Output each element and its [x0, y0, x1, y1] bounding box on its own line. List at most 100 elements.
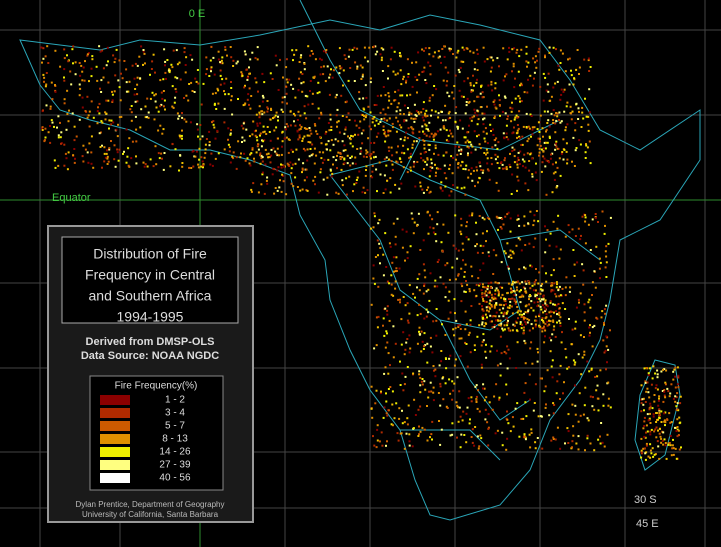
- fire-pixel: [450, 132, 453, 135]
- fire-pixel: [601, 210, 604, 213]
- fire-pixel: [540, 284, 543, 287]
- fire-pixel: [66, 89, 69, 92]
- fire-pixel: [406, 417, 409, 420]
- fire-pixel: [229, 161, 232, 164]
- fire-pixel: [369, 154, 372, 157]
- fire-pixel: [486, 105, 488, 108]
- fire-pixel: [529, 287, 532, 290]
- fire-pixel: [469, 418, 471, 421]
- fire-pixel: [531, 133, 534, 136]
- fire-pixel: [217, 58, 220, 61]
- fire-pixel: [303, 112, 306, 115]
- fire-pixel: [383, 158, 386, 161]
- fire-pixel: [570, 69, 572, 72]
- fire-pixel: [498, 308, 501, 311]
- fire-pixel: [299, 128, 302, 130]
- fire-pixel: [288, 165, 291, 167]
- fire-pixel: [475, 401, 478, 403]
- fire-pixel: [352, 135, 354, 138]
- fire-pixel: [515, 114, 518, 117]
- fire-pixel: [536, 360, 539, 363]
- fire-pixel: [71, 48, 74, 51]
- fire-pixel: [106, 163, 109, 165]
- fire-pixel: [557, 147, 560, 150]
- fire-pixel: [584, 386, 587, 389]
- fire-pixel: [487, 444, 490, 447]
- fire-pixel: [527, 222, 530, 225]
- fire-pixel: [438, 55, 441, 58]
- fire-pixel: [530, 115, 533, 117]
- fire-pixel: [266, 182, 269, 185]
- fire-pixel: [559, 248, 562, 251]
- fire-pixel: [361, 191, 364, 194]
- fire-pixel: [515, 301, 518, 304]
- fire-pixel: [329, 168, 332, 171]
- fire-pixel: [486, 168, 489, 171]
- fire-pixel: [543, 110, 546, 113]
- fire-pixel: [351, 145, 354, 148]
- fire-pixel: [537, 137, 540, 140]
- fire-pixel: [407, 73, 410, 75]
- fire-pixel: [591, 218, 594, 221]
- fire-pixel: [649, 433, 652, 436]
- fire-pixel: [574, 320, 577, 323]
- fire-pixel: [506, 118, 509, 120]
- fire-pixel: [44, 136, 47, 139]
- fire-pixel: [429, 336, 432, 339]
- fire-pixel: [655, 421, 658, 423]
- fire-pixel: [100, 79, 103, 82]
- fire-pixel: [476, 435, 479, 438]
- fire-pixel: [393, 417, 396, 420]
- fire-pixel: [642, 397, 645, 400]
- fire-pixel: [587, 129, 590, 132]
- fire-pixel: [563, 381, 565, 384]
- fire-pixel: [517, 317, 519, 320]
- fire-pixel: [444, 382, 447, 385]
- fire-pixel: [448, 110, 451, 113]
- fire-pixel: [219, 61, 222, 64]
- fire-pixel: [487, 305, 490, 308]
- fire-pixel: [496, 429, 499, 432]
- fire-pixel: [542, 155, 545, 158]
- fire-pixel: [372, 435, 374, 438]
- fire-pixel: [437, 167, 440, 170]
- fire-pixel: [519, 100, 521, 103]
- fire-pixel: [481, 305, 483, 308]
- fire-pixel: [539, 300, 542, 303]
- fire-pixel: [467, 169, 470, 172]
- fire-pixel: [335, 93, 338, 96]
- fire-pixel: [453, 364, 456, 367]
- fire-pixel: [520, 48, 523, 51]
- fire-pixel: [530, 306, 533, 309]
- fire-pixel: [174, 88, 177, 91]
- fire-pixel: [486, 142, 489, 145]
- fire-pixel: [654, 387, 657, 390]
- fire-pixel: [217, 89, 220, 92]
- fire-pixel: [339, 156, 342, 159]
- fire-pixel: [469, 82, 472, 85]
- fire-pixel: [348, 48, 351, 51]
- fire-pixel: [272, 117, 274, 120]
- fire-pixel: [437, 56, 440, 59]
- fire-pixel: [515, 286, 518, 289]
- fire-pixel: [444, 334, 447, 336]
- fire-pixel: [181, 162, 184, 164]
- fire-pixel: [654, 372, 657, 375]
- fire-pixel: [391, 390, 394, 393]
- fire-pixel: [589, 395, 592, 398]
- fire-pixel: [510, 283, 513, 286]
- fire-pixel: [415, 140, 418, 143]
- fire-pixel: [677, 386, 680, 389]
- fire-pixel: [665, 369, 668, 372]
- fire-pixel: [457, 420, 460, 423]
- fire-pixel: [226, 54, 228, 57]
- fire-pixel: [486, 286, 489, 289]
- fire-pixel: [260, 183, 263, 186]
- fire-pixel: [657, 418, 659, 421]
- fire-pixel: [418, 333, 421, 336]
- fire-pixel: [647, 372, 650, 375]
- fire-pixel: [57, 134, 60, 137]
- fire-pixel: [534, 323, 537, 326]
- fire-pixel: [386, 309, 389, 312]
- fire-pixel: [574, 122, 577, 125]
